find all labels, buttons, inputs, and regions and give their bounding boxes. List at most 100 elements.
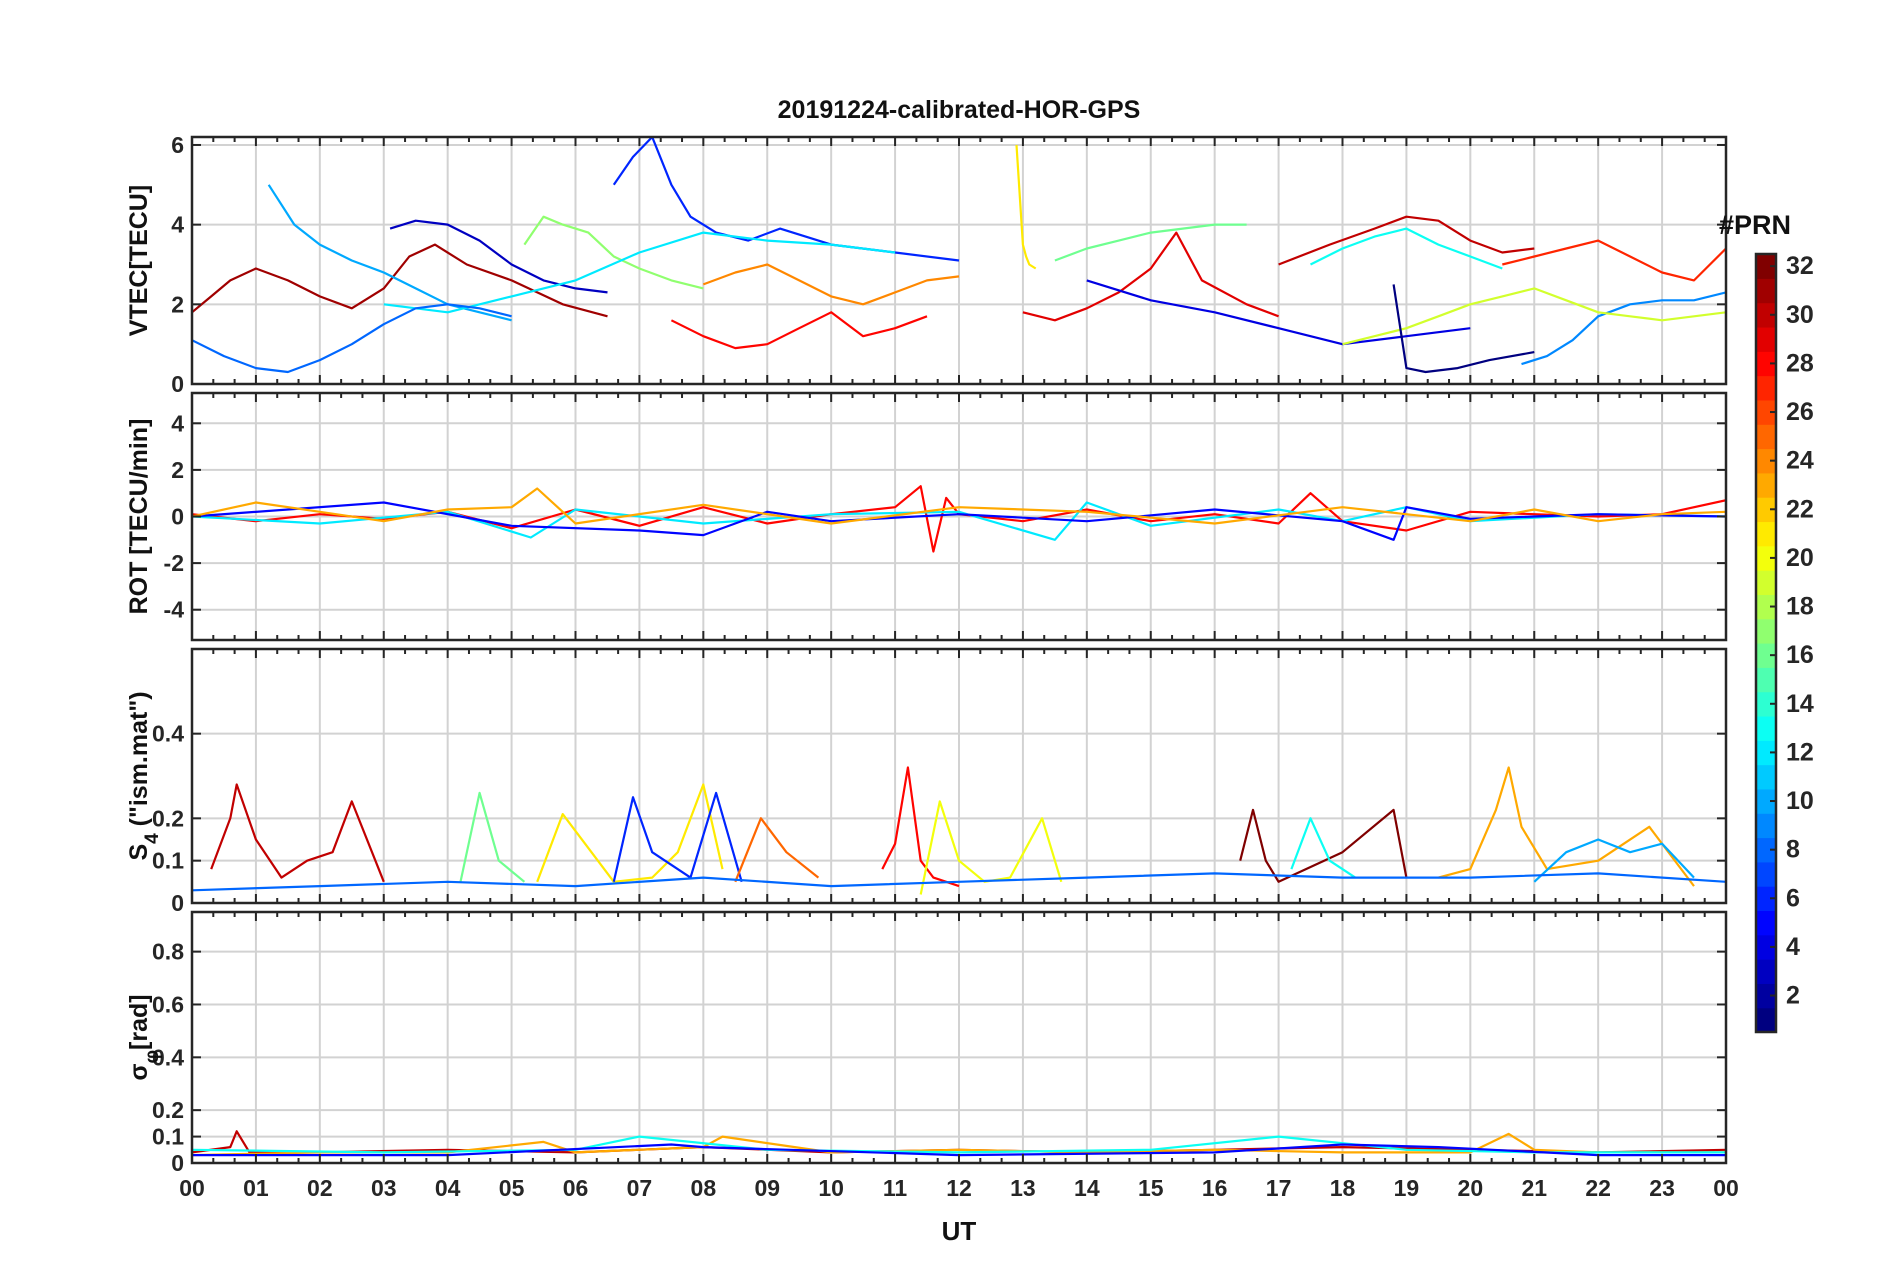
colorbar-segment — [1756, 691, 1776, 717]
x-tick-label: 03 — [371, 1175, 397, 1201]
y-tick-label: 0.2 — [152, 805, 184, 831]
colorbar-segment — [1756, 788, 1776, 814]
series-line-prn-30 — [210, 783, 385, 883]
y-axis-label: σφ[rad] — [125, 994, 163, 1080]
series-line-prn-6 — [612, 791, 743, 883]
series-line-prn-8 — [192, 872, 1726, 892]
series-line-prn-3 — [389, 219, 608, 294]
x-tick-labels: 00 01 02 03 04 05 06 07 08 09 10 11 12 13 14 15 16 17 18 19… — [179, 1175, 1739, 1201]
axes-frame — [190, 647, 1728, 905]
x-tick-label: 20 — [1458, 1175, 1484, 1201]
colorbar-tick-label: 14 — [1786, 690, 1814, 718]
colorbar-segment — [1756, 715, 1776, 741]
series-line-prn-5 — [192, 1143, 1726, 1157]
colorbar-segment — [1756, 1007, 1776, 1033]
series-group — [192, 137, 1726, 374]
series-line-prn-28 — [881, 766, 960, 888]
panel-s4: 0 0.1 0.2 0.4S4 ("ism.mat") — [125, 647, 1728, 916]
colorbar-segment — [1756, 983, 1776, 1009]
colorbar-segment — [1756, 351, 1776, 377]
colorbar-segment — [1756, 278, 1776, 304]
axes-frame — [190, 910, 1728, 1165]
series-line-prn-23 — [192, 1132, 1726, 1157]
colorbar-segment — [1756, 399, 1776, 425]
panel-rot: -4 -2 0 2 4 ROT [TECU/min] — [125, 391, 1728, 642]
x-tick-label: 23 — [1649, 1175, 1675, 1201]
colorbar-segment — [1756, 837, 1776, 863]
colorbar-segment — [1756, 448, 1776, 474]
series-group — [192, 1130, 1726, 1157]
colorbar-segment — [1756, 254, 1776, 279]
series-line-prn-4 — [1086, 279, 1471, 346]
colorbar-segment — [1756, 472, 1776, 498]
series-line-prn-21 — [536, 783, 724, 883]
colorbar-tick-label: 8 — [1786, 836, 1800, 864]
colorbar-tick-label: 18 — [1786, 593, 1814, 621]
y-tick-label: 0.4 — [152, 1044, 184, 1070]
colorbar-segment — [1756, 910, 1776, 936]
y-tick-label: 2 — [171, 457, 184, 483]
y-tick-label: 0 — [171, 1150, 184, 1176]
x-tick-label: 22 — [1585, 1175, 1611, 1201]
x-tick-label: 18 — [1330, 1175, 1356, 1201]
colorbar-segment — [1756, 959, 1776, 984]
series-group — [192, 485, 1726, 553]
colorbar-tick-label: 24 — [1786, 447, 1814, 475]
colorbar-tick-label: 26 — [1786, 398, 1814, 426]
colorbar-segment — [1756, 667, 1776, 693]
series-line-prn-9 — [1521, 291, 1726, 366]
colorbar-segment — [1756, 545, 1776, 571]
series-line-prn-21 — [1015, 144, 1037, 270]
colorbar-segment — [1756, 497, 1776, 523]
x-tick-label: 00 — [1713, 1175, 1739, 1201]
y-tick-label: 6 — [171, 132, 184, 158]
series-line-prn-10 — [1533, 838, 1695, 883]
colorbar-segment — [1756, 643, 1776, 668]
series-line-prn-23 — [192, 487, 1726, 525]
panel-sigma_phi: 00.10.2 0.4 0.6 0.8 σφ[rad] — [125, 910, 1728, 1176]
colorbar-segment — [1756, 764, 1776, 790]
x-tick-label: 16 — [1202, 1175, 1228, 1201]
y-tick-label: 2 — [171, 291, 184, 317]
colorbar-tick-label: 4 — [1786, 933, 1800, 961]
y-tick-label: -4 — [164, 597, 185, 623]
colorbar-segment — [1756, 326, 1776, 352]
colorbar-segment — [1756, 521, 1776, 547]
axes-frame — [190, 135, 1728, 386]
colorbar-segment — [1756, 618, 1776, 644]
colorbar-tick-label: 20 — [1786, 544, 1814, 572]
y-tick-label: 0.6 — [152, 991, 184, 1017]
series-line-prn-17 — [523, 215, 704, 290]
y-axis-label: ROT [TECU/min] — [125, 419, 153, 615]
colorbar-segment — [1756, 594, 1776, 620]
series-line-prn-31 — [192, 243, 608, 318]
x-tick-label: 07 — [627, 1175, 653, 1201]
y-tick-label: 0 — [171, 890, 184, 916]
x-axis-label: UT — [942, 1216, 977, 1246]
colorbar-segment — [1756, 570, 1776, 595]
x-tick-label: 08 — [691, 1175, 717, 1201]
x-tick-label: 11 — [883, 1175, 908, 1201]
x-tick-label: 01 — [243, 1175, 269, 1201]
colorbar-tick-label: 22 — [1786, 495, 1814, 523]
y-tick-label: 0 — [171, 504, 184, 530]
panel-vtec: 0 2 4 6 VTEC[TECU] — [125, 132, 1728, 397]
colorbar-tick-label: 2 — [1786, 982, 1800, 1010]
x-tick-label: 14 — [1074, 1175, 1100, 1201]
series-line-prn-29 — [1022, 231, 1279, 322]
series-line-prn-28 — [670, 311, 928, 350]
chart-title: 20191224-calibrated-HOR-GPS — [778, 96, 1141, 124]
series-line-prn-16 — [1054, 223, 1247, 262]
y-tick-label: 0.2 — [152, 1097, 184, 1123]
colorbar-segment — [1756, 424, 1776, 450]
x-tick-label: 10 — [818, 1175, 844, 1201]
series-line-prn-16 — [459, 791, 526, 883]
series-line-prn-32 — [1239, 808, 1408, 883]
y-axis-label: S4 ("ism.mat") — [125, 691, 163, 860]
series-line-prn-13 — [1310, 227, 1503, 270]
y-tick-label: 0.1 — [152, 848, 184, 874]
colorbar-tick-label: 12 — [1786, 738, 1814, 766]
colorbar-tick-label: 16 — [1786, 641, 1814, 669]
colorbar-segment — [1756, 934, 1776, 960]
